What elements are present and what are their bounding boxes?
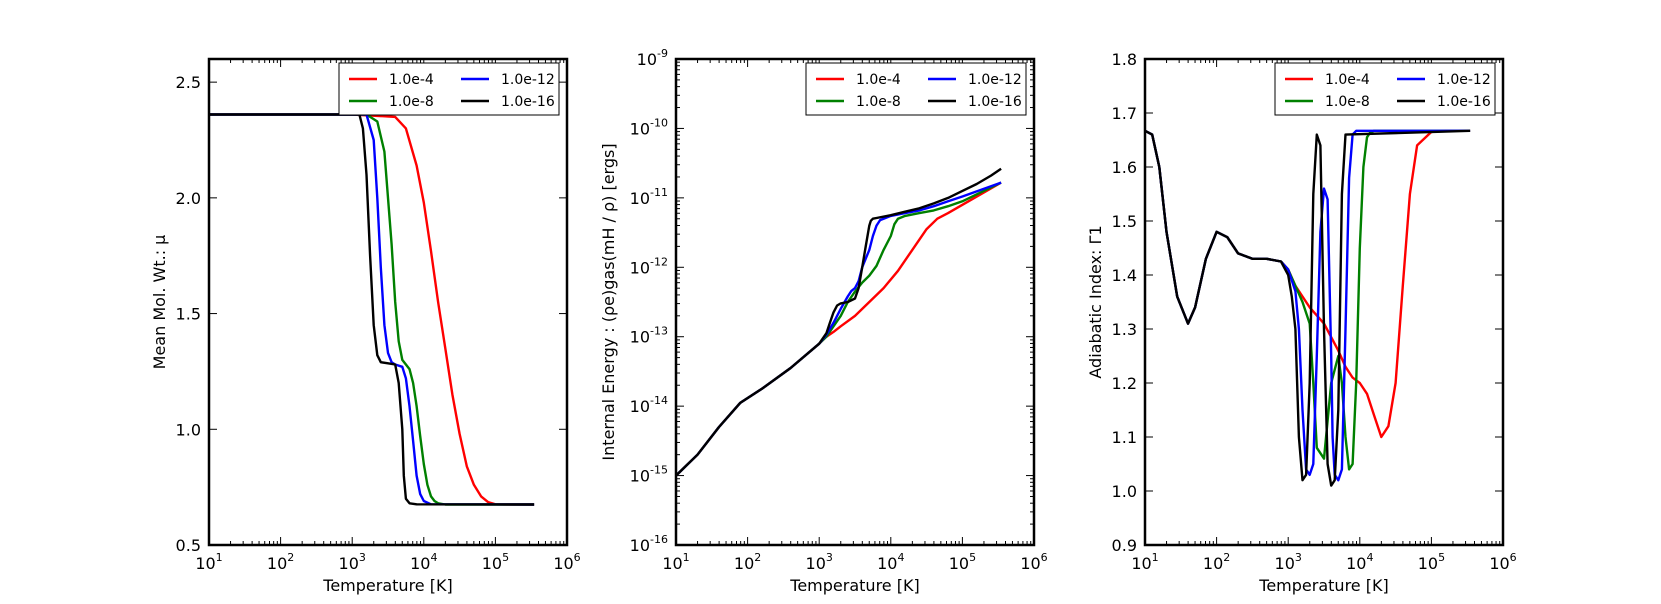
y-tick-label: 1.2: [1112, 374, 1137, 393]
x-tick-label: 101: [195, 551, 222, 573]
x-tick-label: 103: [339, 551, 366, 573]
y-tick-label: 10-16: [630, 533, 668, 555]
legend-label: 1.0e-4: [389, 72, 434, 88]
x-axis-label: Temperature [K]: [789, 576, 919, 595]
plot-frame: [674, 57, 1036, 547]
x-tick-label: 102: [1203, 551, 1230, 573]
y-tick-label: 2.0: [176, 189, 201, 208]
series-line-1.0e-4: [1145, 129, 1471, 439]
x-tick-label: 104: [410, 551, 437, 573]
y-tick-label: 1.0: [176, 420, 201, 439]
y-tick-label: 2.5: [176, 73, 201, 92]
y-tick-label: 1.3: [1112, 320, 1137, 339]
x-tick-label: 106: [1020, 551, 1047, 573]
x-tick-label: 106: [553, 551, 580, 573]
legend-label: 1.0e-8: [856, 94, 901, 110]
x-tick-label: 102: [734, 551, 761, 573]
legend-label: 1.0e-12: [968, 72, 1022, 88]
x-tick-label: 106: [1489, 551, 1516, 573]
series-line-1.0e-4: [209, 113, 535, 506]
x-axis-label: Temperature [K]: [1258, 576, 1388, 595]
y-tick-label: 10-12: [630, 255, 668, 277]
y-tick-label: 10-10: [630, 116, 668, 138]
plot-frame: [207, 57, 569, 547]
series-line-1.0e-16: [676, 167, 1002, 477]
panel-energy: 101 102 103 104 105 106 10-16 10-15 10-14 10-13 10…: [599, 47, 1048, 595]
x-tick-label: 104: [1346, 551, 1373, 573]
legend-label: 1.0e-8: [1325, 94, 1370, 110]
y-tick-label: 10-15: [630, 464, 668, 486]
plot-frame: [1143, 57, 1505, 547]
x-tick-label: 105: [482, 551, 509, 573]
x-axis-label: Temperature [K]: [322, 576, 452, 595]
legend: 1.0e-4 1.0e-8 1.0e-12 1.0e-16: [805, 62, 1027, 116]
y-tick-label: 10-13: [630, 325, 668, 347]
y-tick-label: 1.5: [1112, 212, 1137, 231]
x-tick-label: 104: [877, 551, 904, 573]
legend-box: [805, 62, 1027, 116]
series-line-1.0e-16: [209, 113, 535, 506]
x-tick-label: 105: [949, 551, 976, 573]
y-tick-label: 0.5: [176, 536, 201, 555]
x-tick-label: 105: [1418, 551, 1445, 573]
series-line-1.0e-8: [209, 113, 535, 506]
y-tick-label: 1.8: [1112, 50, 1137, 69]
y-tick-label: 1.0: [1112, 482, 1137, 501]
y-axis-label: Mean Mol. Wt.: μ: [150, 235, 169, 370]
x-tick-label: 101: [1131, 551, 1158, 573]
y-tick-label: 10-11: [630, 186, 668, 208]
panel-gamma: 101 102 103 104 105 106 0.9 1.0 1.1 1.2 1.3 1.4 1.5 1…: [1086, 50, 1517, 595]
x-tick-label: 102: [267, 551, 294, 573]
legend-label: 1.0e-8: [389, 94, 434, 110]
legend-label: 1.0e-16: [501, 94, 555, 110]
legend-label: 1.0e-12: [1437, 72, 1491, 88]
legend-box: [1274, 62, 1496, 116]
panel-mu: 101 102 103 104 105 106 0.5 1.0 1.5 2.0 2.5 Tempera…: [150, 57, 581, 595]
legend-label: 1.0e-16: [1437, 94, 1491, 110]
y-tick-label: 1.6: [1112, 158, 1137, 177]
x-tick-label: 103: [806, 551, 833, 573]
y-tick-label: 1.5: [176, 305, 201, 324]
legend-label: 1.0e-4: [856, 72, 901, 88]
y-tick-label: 10-14: [630, 394, 668, 416]
y-axis-label: Internal Energy : (ρe)gas(mH / ρ) [ergs]: [599, 143, 618, 460]
y-tick-label: 1.1: [1112, 428, 1137, 447]
legend-box: [338, 62, 560, 116]
y-tick-label: 10-9: [637, 47, 668, 69]
y-tick-label: 1.7: [1112, 104, 1137, 123]
legend-label: 1.0e-16: [968, 94, 1022, 110]
series-line-1.0e-16: [1145, 129, 1471, 487]
legend-label: 1.0e-4: [1325, 72, 1370, 88]
series-line-1.0e-4: [676, 181, 1002, 477]
legend-label: 1.0e-12: [501, 72, 555, 88]
x-tick-label: 103: [1275, 551, 1302, 573]
legend: 1.0e-4 1.0e-8 1.0e-12 1.0e-16: [1274, 62, 1496, 116]
y-tick-label: 1.4: [1112, 266, 1137, 285]
series-line-1.0e-12: [209, 113, 535, 506]
y-axis-label: Adiabatic Index: Γ1: [1086, 225, 1105, 378]
legend: 1.0e-4 1.0e-8 1.0e-12 1.0e-16: [338, 62, 560, 116]
x-tick-label: 101: [662, 551, 689, 573]
y-tick-label: 0.9: [1112, 536, 1137, 555]
